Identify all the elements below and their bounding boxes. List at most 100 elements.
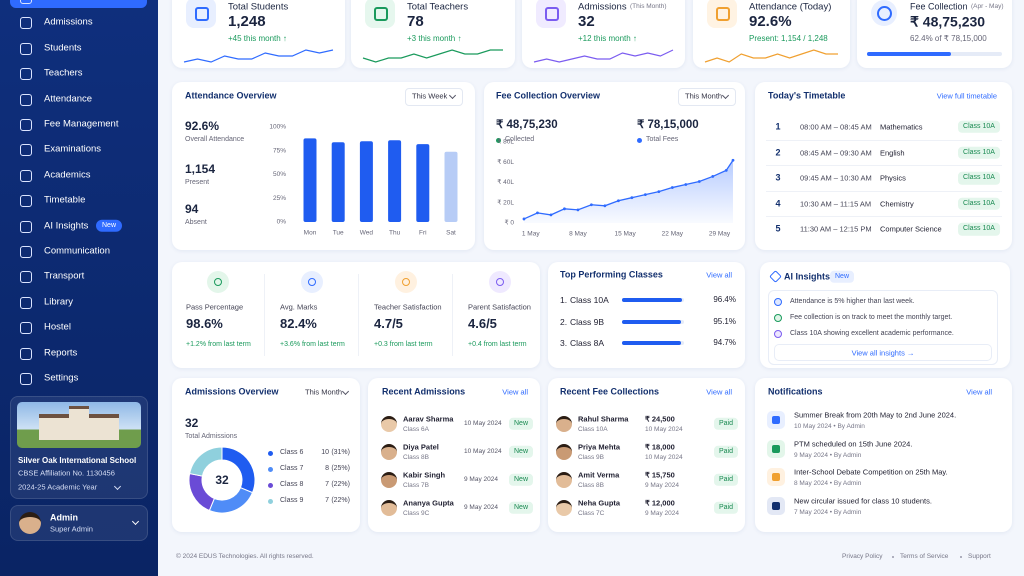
nav-item[interactable]: Dashboard (44, 0, 90, 3)
link[interactable]: View all (706, 270, 732, 280)
nav-item[interactable]: Fee Management (44, 118, 119, 130)
rank: 1. (560, 294, 568, 305)
footer-link[interactable]: Privacy Policy (842, 553, 883, 561)
nav-badge: New (96, 219, 123, 232)
nav-item[interactable]: Hostel (44, 321, 71, 333)
card-title: Recent Fee Collections (560, 386, 660, 397)
nav-item[interactable]: Academics (44, 169, 91, 181)
nav-icon (20, 296, 32, 309)
student-class: Class 9C (403, 510, 430, 518)
nav-icon (20, 220, 32, 233)
filter-label[interactable]: This Month (305, 387, 343, 397)
nav-item[interactable]: Attendance (44, 92, 93, 104)
summary-value: 92.6% (185, 118, 220, 133)
badge: Paid (713, 501, 739, 515)
nav-item[interactable]: Communication (44, 245, 110, 257)
legend-count: 8 (325, 464, 329, 472)
building-roof (69, 406, 89, 419)
nav-item[interactable]: Transport (44, 270, 85, 282)
avatar (556, 416, 572, 432)
badge: Class 10A (958, 223, 1000, 236)
class-name: Class 8A (570, 337, 605, 348)
school-year[interactable]: 2024-25 Academic Year (18, 482, 98, 492)
nav-item[interactable]: AI Insights (44, 219, 89, 231)
nav-item[interactable]: Library (44, 296, 74, 308)
nav-icon (20, 246, 32, 258)
nav-icon (20, 17, 32, 30)
student-class: Class 8B (403, 454, 430, 462)
summary-value: 94 (185, 201, 199, 216)
student-name: Ananya Gupta (403, 498, 454, 508)
student-class: Class 6A (403, 426, 430, 434)
period-number: 4 (775, 198, 781, 209)
avatar (381, 500, 397, 516)
stat-change: 62.4% of ₹ 78,15,000 (910, 34, 987, 44)
user-name: Admin (50, 512, 78, 523)
stat-icon (186, 0, 216, 28)
badge: Class 10A (958, 197, 1000, 210)
card-title: Admissions Overview (185, 386, 279, 397)
nav-icon (20, 271, 32, 284)
link[interactable]: View full timetable (936, 91, 997, 101)
badge: New (508, 417, 534, 431)
nav-item[interactable]: Reports (44, 346, 78, 358)
student-class: Class 10A (578, 426, 608, 434)
stat-icon (365, 0, 395, 28)
period-subject: Chemistry (880, 199, 914, 209)
quick-value: 82.4% (280, 316, 317, 332)
value-label: 96.4% (713, 295, 736, 305)
filter-label[interactable]: This Week (412, 91, 448, 101)
ai-insight: Class 10A showing excellent academic per… (790, 329, 954, 337)
filter-box[interactable] (405, 88, 463, 106)
footer-link[interactable]: Support (968, 553, 991, 561)
link[interactable]: View all (706, 387, 732, 397)
stat-icon (707, 0, 737, 28)
stat-change: +12 this month ↑ (578, 34, 637, 44)
quick-stats-card (172, 262, 540, 368)
nav-icon (20, 119, 32, 131)
quick-value: 98.6% (186, 316, 223, 332)
legend-dot (496, 138, 501, 143)
quick-change: +3.6% from last term (280, 340, 345, 348)
footer-link[interactable]: Terms of Service (900, 553, 949, 561)
nav-icon (20, 93, 32, 106)
filter-label[interactable]: This Month (685, 91, 723, 101)
ai-insight: Fee collection is on track to meet the m… (790, 313, 953, 321)
nav-icon (20, 0, 32, 4)
legend-label: Class 7 (280, 464, 304, 472)
legend-label: Class 9 (280, 496, 304, 504)
stat-change: +45 this month ↑ (228, 34, 287, 44)
quick-icon-glyph (214, 278, 222, 286)
filter-box[interactable] (678, 88, 736, 106)
period-time: 09:45 AM – 10:30 AM (800, 173, 872, 183)
nav-item[interactable]: Students (44, 42, 82, 54)
column-divider (264, 274, 265, 356)
stat-icon-glyph (545, 7, 559, 21)
period-number: 5 (775, 223, 781, 234)
admission-date: 9 May 2024 (464, 476, 498, 484)
notification-meta: 8 May 2024 • By Admin (794, 480, 862, 488)
notification-meta: 9 May 2024 • By Admin (794, 451, 862, 459)
period-number: 3 (775, 172, 781, 183)
summary-label: Present (185, 178, 210, 186)
nav-item[interactable]: Settings (44, 372, 79, 384)
ai-button[interactable] (774, 344, 992, 361)
notification-text: PTM scheduled on 15th June 2024. (794, 439, 913, 448)
notification-text: New circular issued for class 10 student… (794, 496, 932, 505)
link[interactable]: View all (966, 387, 992, 397)
notification-text: Summer Break from 20th May to 2nd June 2… (794, 410, 957, 420)
card-title: Today's Timetable (768, 90, 846, 101)
nav-item[interactable]: Timetable (44, 194, 86, 206)
ai-bullet (774, 330, 782, 338)
nav-icon (20, 195, 32, 208)
copyright: © 2024 EDUS Technologies. All rights res… (176, 553, 314, 561)
summary-label: Absent (185, 218, 207, 226)
nav-item[interactable]: Teachers (44, 67, 83, 79)
link[interactable]: View all insights → (851, 348, 915, 358)
nav-item[interactable]: Admissions (44, 16, 93, 28)
legend-dot (268, 498, 273, 504)
quick-value: 4.7/5 (374, 316, 403, 332)
nav-item[interactable]: Examinations (44, 143, 102, 155)
link[interactable]: View all (502, 387, 528, 397)
